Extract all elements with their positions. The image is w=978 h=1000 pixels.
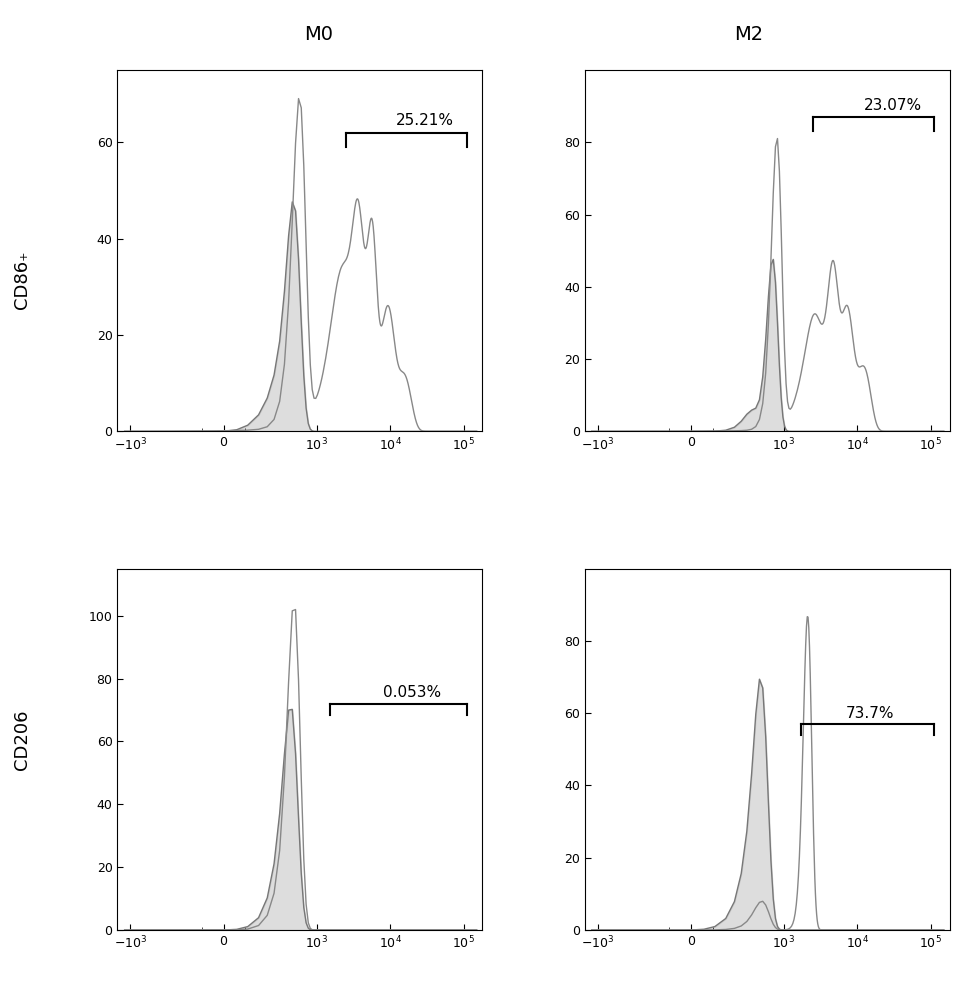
- Text: M0: M0: [303, 25, 333, 44]
- Text: 23.07%: 23.07%: [863, 98, 920, 113]
- Text: M2: M2: [734, 25, 763, 44]
- Text: 73.7%: 73.7%: [845, 706, 894, 721]
- Text: 0.053%: 0.053%: [383, 685, 441, 700]
- Text: CD206: CD206: [13, 710, 30, 770]
- Text: CD86₊: CD86₊: [13, 251, 30, 309]
- Text: 25.21%: 25.21%: [396, 113, 454, 128]
